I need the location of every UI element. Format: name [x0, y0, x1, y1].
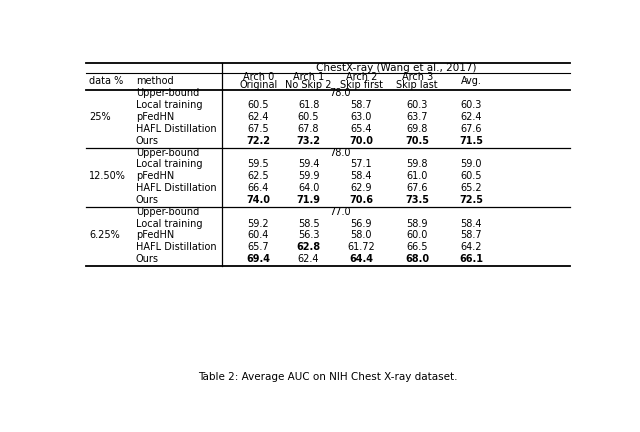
Text: 59.0: 59.0	[461, 159, 482, 169]
Text: Local training: Local training	[136, 159, 202, 169]
Text: 67.8: 67.8	[298, 124, 319, 134]
Text: 71.5: 71.5	[460, 136, 483, 146]
Text: 59.4: 59.4	[298, 159, 319, 169]
Text: HAFL Distillation: HAFL Distillation	[136, 124, 216, 134]
Text: 56.3: 56.3	[298, 231, 319, 241]
Text: 78.0: 78.0	[329, 147, 350, 158]
Text: 66.4: 66.4	[248, 183, 269, 194]
Text: Skip last: Skip last	[396, 80, 438, 90]
Text: 63.7: 63.7	[406, 112, 428, 122]
Text: 59.5: 59.5	[248, 159, 269, 169]
Text: 58.4: 58.4	[461, 219, 482, 229]
Text: 61.0: 61.0	[406, 172, 428, 181]
Text: 63.0: 63.0	[351, 112, 372, 122]
Text: 62.9: 62.9	[351, 183, 372, 194]
Text: Local training: Local training	[136, 100, 202, 110]
Text: 69.8: 69.8	[406, 124, 428, 134]
Text: Upper-bound: Upper-bound	[136, 206, 199, 216]
Text: 57.1: 57.1	[351, 159, 372, 169]
Text: 72.5: 72.5	[460, 195, 483, 205]
Text: 62.4: 62.4	[298, 254, 319, 264]
Text: 58.7: 58.7	[461, 231, 482, 241]
Text: 73.5: 73.5	[405, 195, 429, 205]
Text: 65.2: 65.2	[461, 183, 482, 194]
Text: No Skip 2: No Skip 2	[285, 80, 332, 90]
Text: pFedHN: pFedHN	[136, 231, 174, 241]
Text: 68.0: 68.0	[405, 254, 429, 264]
Text: 58.7: 58.7	[351, 100, 372, 110]
Text: 58.0: 58.0	[351, 231, 372, 241]
Text: 66.1: 66.1	[460, 254, 483, 264]
Text: pFedHN: pFedHN	[136, 172, 174, 181]
Text: 64.2: 64.2	[461, 242, 482, 252]
Text: 62.8: 62.8	[296, 242, 321, 252]
Text: 70.0: 70.0	[349, 136, 373, 146]
Text: pFedHN: pFedHN	[136, 112, 174, 122]
Text: Ours: Ours	[136, 254, 159, 264]
Text: 58.9: 58.9	[406, 219, 428, 229]
Text: 65.7: 65.7	[248, 242, 269, 252]
Text: 67.5: 67.5	[248, 124, 269, 134]
Text: 12.50%: 12.50%	[90, 172, 126, 181]
Text: 60.3: 60.3	[461, 100, 482, 110]
Text: 72.2: 72.2	[246, 136, 270, 146]
Text: method: method	[136, 76, 173, 86]
Text: 73.2: 73.2	[296, 136, 321, 146]
Text: HAFL Distillation: HAFL Distillation	[136, 242, 216, 252]
Text: 58.4: 58.4	[351, 172, 372, 181]
Text: 25%: 25%	[90, 112, 111, 122]
Text: ChestX-ray (Wang et al., 2017): ChestX-ray (Wang et al., 2017)	[316, 63, 476, 73]
Text: 71.9: 71.9	[296, 195, 321, 205]
Text: 60.5: 60.5	[461, 172, 482, 181]
Text: Arch 1: Arch 1	[293, 72, 324, 82]
Text: 67.6: 67.6	[461, 124, 482, 134]
Text: Original: Original	[239, 80, 277, 90]
Text: Arch 3: Arch 3	[401, 72, 433, 82]
Text: Upper-bound: Upper-bound	[136, 147, 199, 158]
Text: 56.9: 56.9	[351, 219, 372, 229]
Text: data %: data %	[90, 76, 124, 86]
Text: Skip first: Skip first	[340, 80, 383, 90]
Text: 64.0: 64.0	[298, 183, 319, 194]
Text: 60.4: 60.4	[248, 231, 269, 241]
Text: 62.5: 62.5	[248, 172, 269, 181]
Text: Arch 0: Arch 0	[243, 72, 274, 82]
Text: 61.8: 61.8	[298, 100, 319, 110]
Text: 69.4: 69.4	[246, 254, 270, 264]
Text: 60.3: 60.3	[406, 100, 428, 110]
Text: 60.5: 60.5	[248, 100, 269, 110]
Text: 67.6: 67.6	[406, 183, 428, 194]
Text: Avg.: Avg.	[461, 76, 482, 86]
Text: 60.0: 60.0	[406, 231, 428, 241]
Text: 70.6: 70.6	[349, 195, 373, 205]
Text: Ours: Ours	[136, 195, 159, 205]
Text: 78.0: 78.0	[329, 89, 350, 98]
Text: 59.9: 59.9	[298, 172, 319, 181]
Text: 60.5: 60.5	[298, 112, 319, 122]
Text: 58.5: 58.5	[298, 219, 319, 229]
Text: Arch 2: Arch 2	[346, 72, 377, 82]
Text: 70.5: 70.5	[405, 136, 429, 146]
Text: 64.4: 64.4	[349, 254, 373, 264]
Text: 61.72: 61.72	[348, 242, 375, 252]
Text: 77.0: 77.0	[329, 206, 351, 216]
Text: Local training: Local training	[136, 219, 202, 229]
Text: Ours: Ours	[136, 136, 159, 146]
Text: 62.4: 62.4	[461, 112, 482, 122]
Text: 66.5: 66.5	[406, 242, 428, 252]
Text: 62.4: 62.4	[248, 112, 269, 122]
Text: HAFL Distillation: HAFL Distillation	[136, 183, 216, 194]
Text: 59.8: 59.8	[406, 159, 428, 169]
Text: Upper-bound: Upper-bound	[136, 89, 199, 98]
Text: 65.4: 65.4	[351, 124, 372, 134]
Text: Table 2: Average AUC on NIH Chest X-ray dataset.: Table 2: Average AUC on NIH Chest X-ray …	[198, 372, 458, 382]
Text: 59.2: 59.2	[248, 219, 269, 229]
Text: 74.0: 74.0	[246, 195, 270, 205]
Text: 6.25%: 6.25%	[90, 231, 120, 241]
